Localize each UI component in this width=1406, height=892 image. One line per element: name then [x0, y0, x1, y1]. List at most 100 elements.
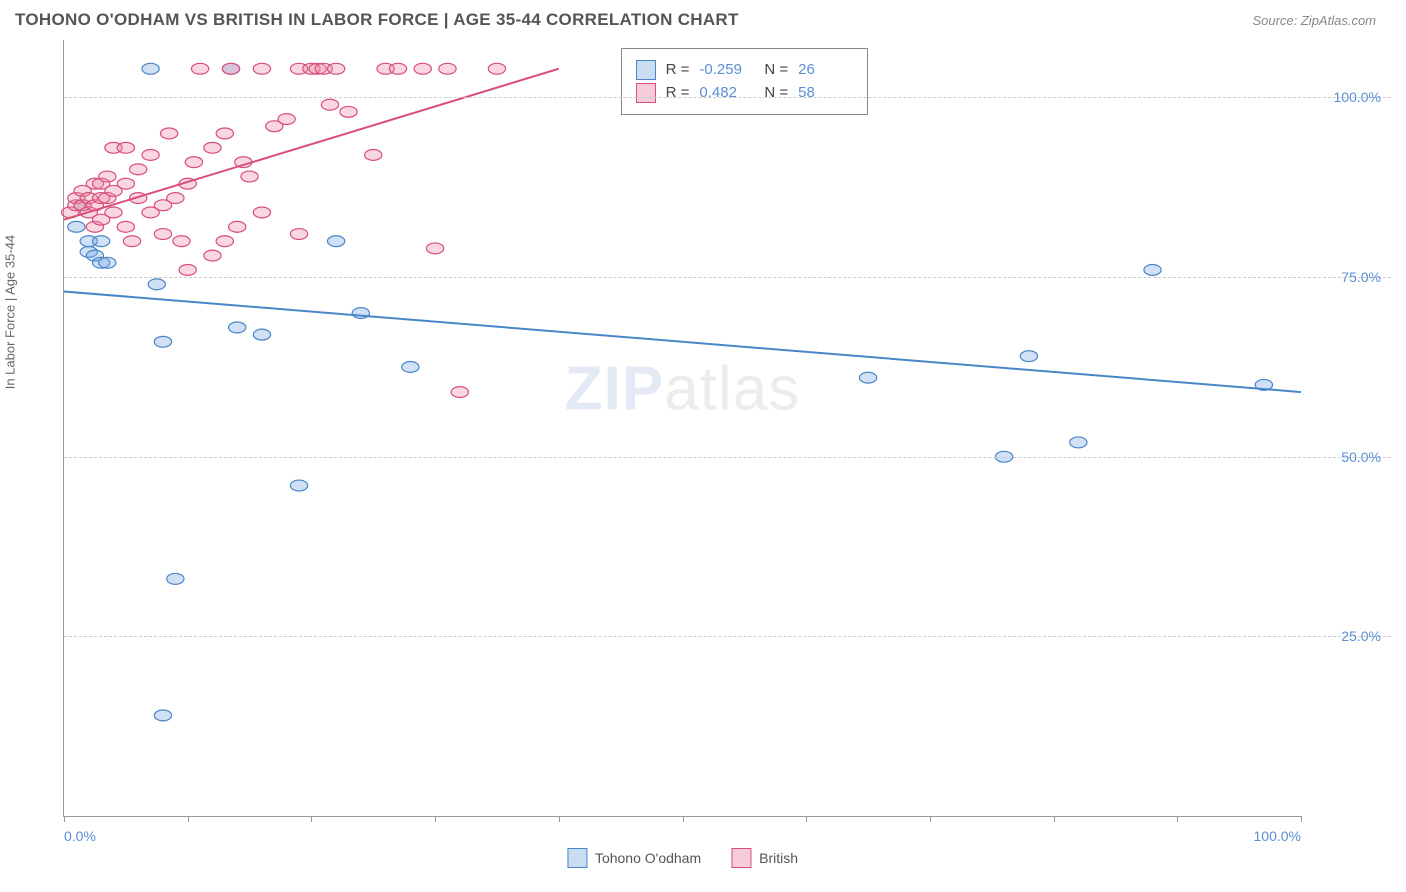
legend-swatch	[731, 848, 751, 868]
data-point	[365, 150, 382, 161]
data-point	[185, 157, 202, 168]
y-tick-label: 25.0%	[1341, 628, 1381, 644]
data-point	[241, 171, 258, 182]
data-point	[191, 63, 208, 74]
data-point	[99, 171, 116, 182]
chart-title: TOHONO O'ODHAM VS BRITISH IN LABOR FORCE…	[15, 10, 739, 30]
x-tick	[930, 816, 931, 822]
data-point	[426, 243, 443, 254]
data-point	[154, 710, 171, 721]
data-point	[327, 236, 344, 247]
data-point	[1070, 437, 1087, 448]
data-point	[253, 207, 270, 218]
data-point	[859, 372, 876, 383]
data-point	[439, 63, 456, 74]
x-tick	[188, 816, 189, 822]
x-tick-label: 0.0%	[64, 828, 96, 844]
legend-swatch	[636, 83, 656, 103]
data-point	[123, 236, 140, 247]
data-point	[253, 63, 270, 74]
data-point	[488, 63, 505, 74]
data-point	[290, 229, 307, 240]
data-point	[340, 106, 357, 117]
n-value: 58	[798, 84, 853, 101]
x-tick	[806, 816, 807, 822]
scatter-svg	[64, 40, 1301, 816]
data-point	[154, 336, 171, 347]
r-value: -0.259	[699, 61, 754, 78]
bottom-legend-item: British	[731, 848, 798, 868]
gridline	[64, 457, 1391, 458]
n-value: 26	[798, 61, 853, 78]
data-point	[1020, 351, 1037, 362]
data-point	[68, 221, 85, 232]
n-label: N =	[764, 84, 788, 101]
data-point	[92, 236, 109, 247]
x-tick	[683, 816, 684, 822]
data-point	[148, 279, 165, 290]
trend-line	[64, 291, 1301, 392]
y-tick-label: 100.0%	[1334, 89, 1381, 105]
data-point	[414, 63, 431, 74]
legend-swatch	[636, 60, 656, 80]
y-axis-label: In Labor Force | Age 35-44	[3, 234, 18, 388]
data-point	[117, 142, 134, 153]
data-point	[105, 207, 122, 218]
data-point	[179, 264, 196, 275]
data-point	[117, 221, 134, 232]
y-tick-label: 50.0%	[1341, 449, 1381, 465]
bottom-legend: Tohono O'odham British	[567, 848, 798, 868]
gridline	[64, 277, 1391, 278]
data-point	[216, 236, 233, 247]
n-label: N =	[764, 61, 788, 78]
data-point	[321, 99, 338, 110]
gridline	[64, 97, 1391, 98]
data-point	[229, 221, 246, 232]
legend-swatch	[567, 848, 587, 868]
data-point	[253, 329, 270, 340]
x-tick	[311, 816, 312, 822]
data-point	[204, 250, 221, 261]
data-point	[229, 322, 246, 333]
x-tick	[435, 816, 436, 822]
data-point	[204, 142, 221, 153]
data-point	[130, 164, 147, 175]
data-point	[278, 114, 295, 125]
x-tick	[559, 816, 560, 822]
gridline	[64, 636, 1391, 637]
data-point	[117, 178, 134, 189]
data-point	[167, 193, 184, 204]
x-tick	[64, 816, 65, 822]
source-attribution: Source: ZipAtlas.com	[1252, 13, 1376, 28]
r-label: R =	[666, 61, 690, 78]
x-tick	[1301, 816, 1302, 822]
data-point	[327, 63, 344, 74]
data-point	[389, 63, 406, 74]
data-point	[99, 257, 116, 268]
legend-label: British	[759, 850, 798, 866]
data-point	[1144, 264, 1161, 275]
chart-container: In Labor Force | Age 35-44 ZIPatlas R =-…	[15, 40, 1391, 877]
trend-line	[64, 69, 559, 220]
data-point	[402, 361, 419, 372]
data-point	[222, 63, 239, 74]
data-point	[142, 63, 159, 74]
x-tick	[1054, 816, 1055, 822]
data-point	[154, 229, 171, 240]
plot-area: ZIPatlas R =-0.259N =26R =0.482N =58 Toh…	[63, 40, 1301, 817]
data-point	[290, 480, 307, 491]
data-point	[167, 573, 184, 584]
data-point	[160, 128, 177, 139]
data-point	[173, 236, 190, 247]
legend-label: Tohono O'odham	[595, 850, 701, 866]
data-point	[451, 387, 468, 398]
stats-legend-row: R = 0.482 N = 58	[636, 83, 854, 103]
x-tick-label: 100.0%	[1254, 828, 1301, 844]
bottom-legend-item: Tohono O'odham	[567, 848, 701, 868]
r-label: R =	[666, 84, 690, 101]
r-value: 0.482	[699, 84, 754, 101]
x-tick	[1177, 816, 1178, 822]
stats-legend-row: R = -0.259 N = 26	[636, 60, 854, 80]
data-point	[216, 128, 233, 139]
stats-legend-box: R = -0.259 N = 26 R = 0.482 N = 58	[621, 48, 869, 115]
